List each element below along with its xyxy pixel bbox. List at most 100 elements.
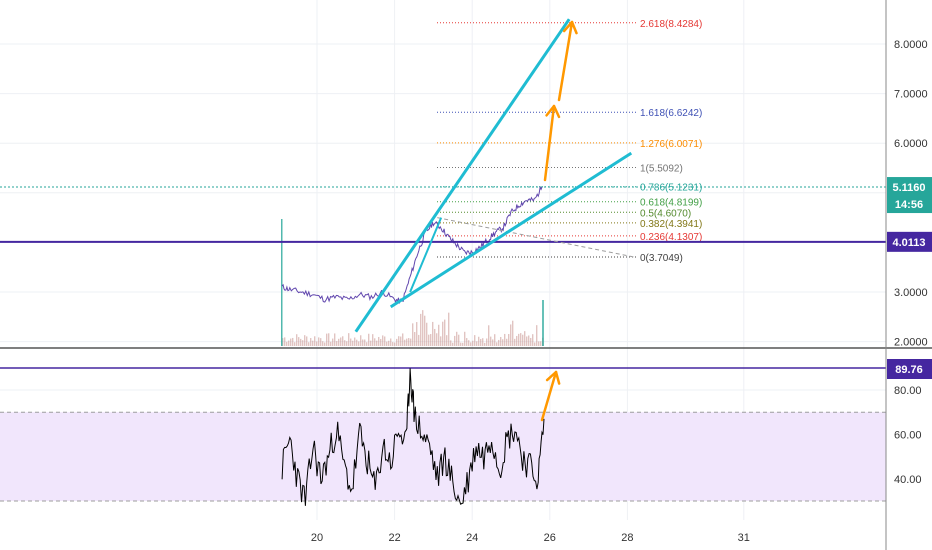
volume-bar — [388, 340, 390, 346]
volume-bar — [312, 340, 314, 346]
volume-bar — [406, 338, 408, 346]
fib-level-label: 1(5.5092) — [640, 164, 683, 175]
volume-bar — [482, 338, 484, 346]
volume-bar — [494, 334, 496, 346]
volume-bar — [302, 340, 304, 346]
arrow-head[interactable] — [545, 370, 561, 385]
volume-bar — [402, 333, 404, 346]
volume-bar — [306, 336, 308, 346]
volume-bar — [300, 338, 302, 346]
volume-bar — [506, 338, 508, 346]
volume-bar — [464, 331, 466, 346]
volume-bar — [400, 336, 402, 346]
volume-bar — [404, 339, 406, 346]
volume-bar — [380, 338, 382, 346]
dashed-trend-line[interactable] — [437, 217, 636, 258]
volume-bar — [442, 321, 444, 346]
volume-bar — [430, 334, 432, 346]
volume-bar — [284, 337, 286, 346]
volume-bar — [372, 334, 374, 346]
volume-bar — [282, 338, 284, 346]
volume-bar — [500, 336, 502, 346]
volume-bar — [304, 335, 306, 346]
volume-bar — [352, 340, 354, 346]
volume-bar — [308, 342, 310, 346]
volume-bar — [536, 325, 538, 346]
rsi-tick-label: 40.00 — [894, 474, 922, 486]
wedge-trend-line[interactable] — [409, 217, 443, 293]
volume-bar — [438, 324, 440, 346]
volume-bar — [348, 333, 350, 346]
volume-bar — [508, 334, 510, 346]
volume-bar — [472, 340, 474, 346]
volume-bar — [394, 342, 396, 346]
volume-bar — [456, 331, 458, 346]
volume-bar — [446, 335, 448, 346]
volume-bar — [514, 338, 516, 346]
arrow-head[interactable] — [562, 20, 578, 35]
volume-bar — [292, 337, 294, 346]
level-price-badge — [887, 231, 932, 252]
current-price-badge-text: 5.1160 — [892, 182, 925, 194]
volume-bar — [458, 334, 460, 346]
fib-level-label: 0.618(4.8199) — [640, 198, 702, 209]
volume-bar — [520, 333, 522, 346]
volume-bar — [336, 341, 338, 346]
upper-trend-line[interactable] — [354, 18, 571, 333]
volume-bar — [460, 342, 462, 346]
volume-bar — [314, 336, 316, 346]
lower-trend-line[interactable] — [389, 151, 633, 309]
volume-bar — [296, 334, 298, 346]
volume-bar — [328, 333, 330, 346]
volume-bar — [370, 340, 372, 346]
projection-arrows[interactable] — [540, 20, 578, 422]
volume-bar — [542, 300, 544, 346]
volume-bar — [294, 342, 296, 346]
volume-bar — [378, 336, 380, 346]
volume-bar — [298, 337, 300, 346]
fibonacci-levels: 2.618(8.4284) 1.618(6.6242) 1.276(6.0071) 1… — [437, 19, 702, 264]
rsi-series-line — [281, 368, 545, 506]
arrow-shaft[interactable] — [540, 370, 558, 422]
rsi-value-badge — [887, 359, 932, 379]
volume-bar — [396, 338, 398, 346]
volume-bar — [450, 340, 452, 346]
volume-bar — [434, 328, 436, 346]
volume-bar — [374, 338, 376, 346]
volume-bar — [412, 323, 414, 346]
volume-bar — [516, 335, 518, 346]
volume-bar — [326, 333, 328, 346]
rsi-axis[interactable]: 40.00 60.00 80.00 — [894, 385, 922, 486]
volume-bar — [330, 341, 332, 346]
volume-bar — [290, 338, 292, 346]
volume-bar — [512, 320, 514, 346]
arrow-shaft[interactable] — [543, 104, 556, 182]
volume-bar — [350, 338, 352, 346]
volume-bar — [452, 342, 454, 346]
volume-bar — [384, 336, 386, 346]
volume-bar — [392, 342, 394, 346]
price-tick-label: 8.0000 — [894, 39, 928, 51]
volume-bar — [540, 341, 542, 346]
arrow-head[interactable] — [545, 104, 561, 119]
volume-bar — [436, 333, 438, 346]
volume-bar — [410, 338, 412, 346]
volume-bar — [478, 336, 480, 346]
volume-bar — [524, 331, 526, 346]
volume-bar — [476, 341, 478, 346]
volume-bar — [356, 339, 358, 346]
time-tick-label: 24 — [466, 532, 478, 544]
time-axis[interactable]: 20 22 24 26 28 31 — [311, 532, 750, 544]
volume-bar — [532, 334, 534, 346]
time-tick-label: 22 — [388, 532, 400, 544]
volume-bar — [340, 337, 342, 346]
arrow-shaft[interactable] — [557, 20, 574, 102]
volume-bar — [332, 338, 334, 346]
price-badges: 5.1160 14:56 4.0113 89.76 — [887, 177, 932, 379]
volume-bar — [382, 335, 384, 346]
volume-bar — [474, 335, 476, 346]
volume-bar — [534, 342, 536, 346]
volume-bar — [502, 339, 504, 346]
fib-level-label: 1.276(6.0071) — [640, 139, 702, 150]
